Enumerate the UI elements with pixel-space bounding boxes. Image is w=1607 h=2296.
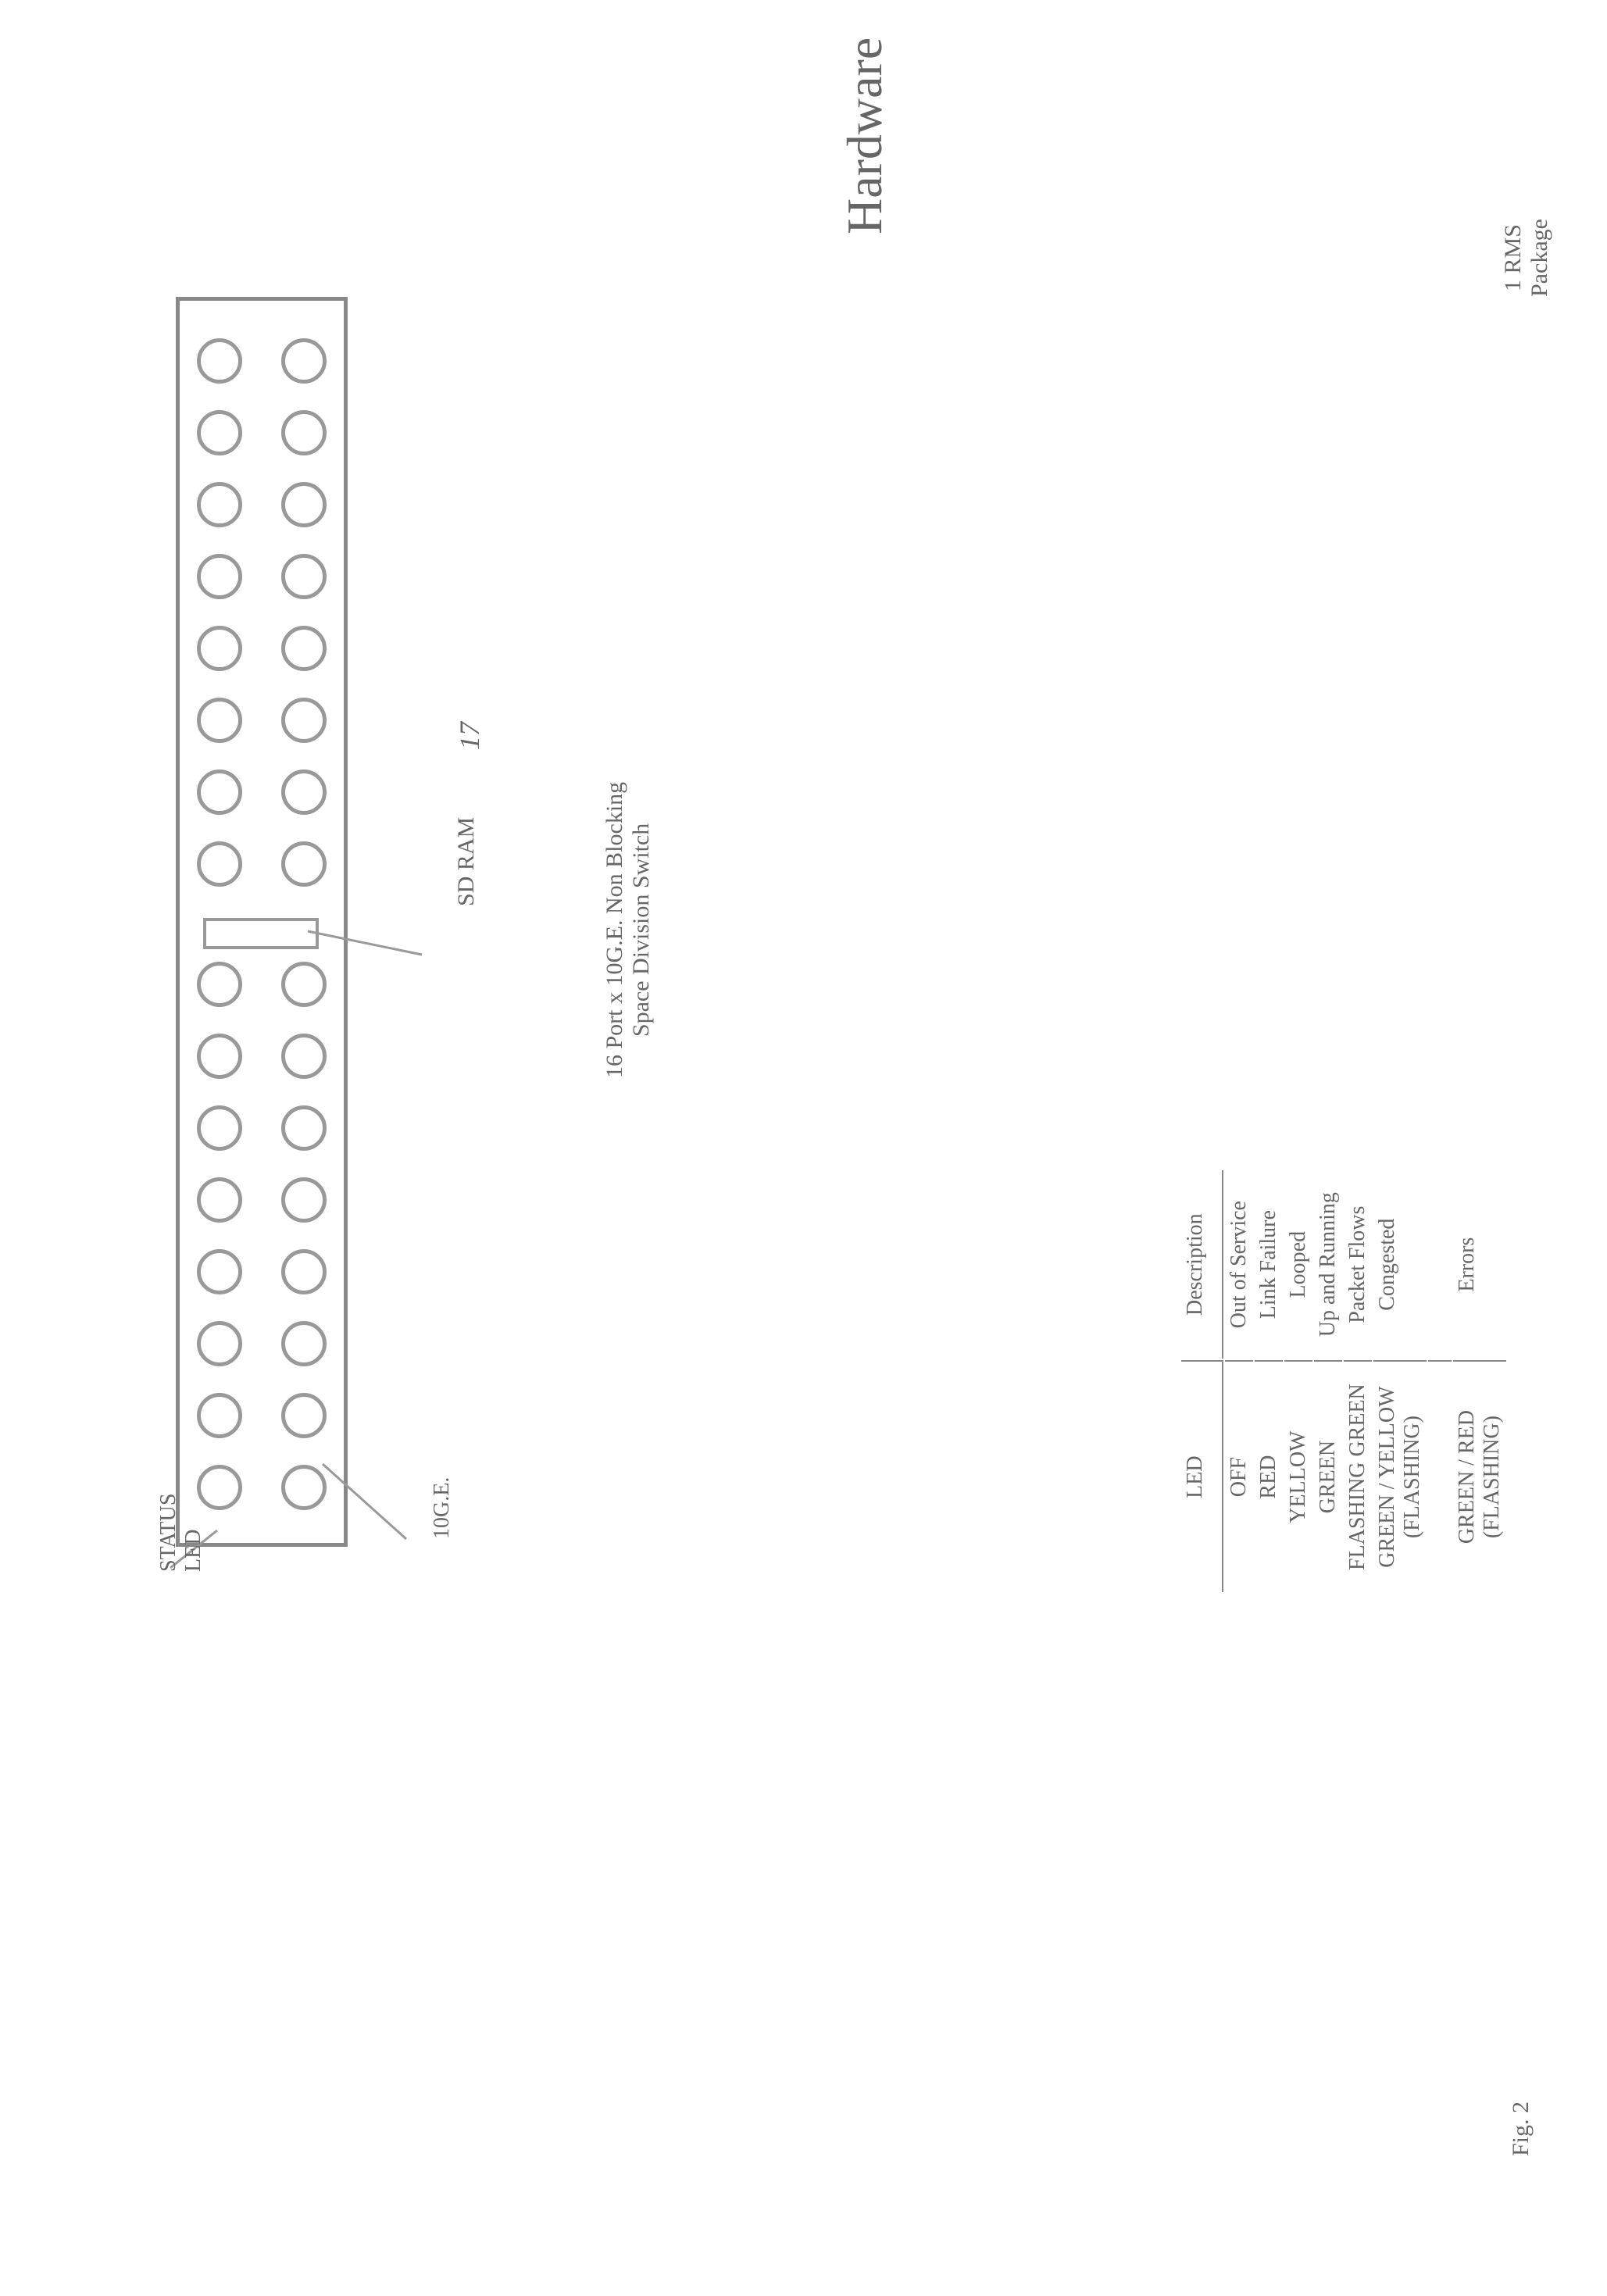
- sdram-label: SD RAM: [453, 817, 480, 906]
- lead-line-tenge: [320, 1461, 414, 1547]
- port: [281, 1105, 327, 1151]
- port: [281, 841, 327, 887]
- port: [281, 769, 327, 815]
- led-description: Errors: [1453, 1170, 1506, 1359]
- led-state: OFF: [1225, 1360, 1253, 1592]
- rms-line1: 1 RMS: [1500, 224, 1526, 291]
- port: [197, 338, 242, 384]
- port: [197, 962, 242, 1007]
- port: [281, 962, 327, 1007]
- port: [197, 1393, 242, 1438]
- led-description: Link Failure: [1255, 1170, 1283, 1359]
- status-led-label: STATUSLED: [156, 1494, 206, 1572]
- led-status-table: LED Description OFFOut of ServiceREDLink…: [1180, 1169, 1508, 1594]
- led-state: GREEN / YELLOW(FLASHING): [1373, 1360, 1427, 1592]
- port: [281, 1393, 327, 1438]
- port: [281, 482, 327, 527]
- tenge-label: 10G.E.: [430, 1477, 455, 1539]
- sdram-ref-number: 17: [453, 722, 486, 750]
- port: [197, 1105, 242, 1151]
- rms-line2: Package: [1527, 219, 1552, 297]
- port: [197, 1249, 242, 1294]
- caption-line1: 16 Port x 10G.E. Non Blocking: [602, 782, 627, 1078]
- port: [197, 482, 242, 527]
- table-row: REDLink Failure: [1255, 1170, 1283, 1592]
- port: [281, 1034, 327, 1079]
- led-description: Packet Flows: [1344, 1170, 1372, 1359]
- table-row: GREEN / RED(FLASHING)Errors: [1453, 1170, 1506, 1592]
- figure-label: Fig. 2: [1508, 2101, 1534, 2156]
- port: [281, 410, 327, 455]
- led-description: Looped: [1284, 1170, 1312, 1359]
- port: [281, 338, 327, 384]
- port: [197, 1034, 242, 1079]
- led-state: FLASHING GREEN: [1344, 1360, 1372, 1592]
- port: [197, 554, 242, 599]
- port-row-bottom: [281, 301, 327, 1510]
- port: [197, 626, 242, 671]
- table-header-led: LED: [1181, 1360, 1223, 1592]
- port: [197, 410, 242, 455]
- led-description: Up and Running: [1314, 1170, 1342, 1359]
- led-state: RED: [1255, 1360, 1283, 1592]
- led-state: GREEN / RED(FLASHING): [1453, 1360, 1506, 1592]
- lead-line-sdram: [305, 928, 430, 959]
- port: [197, 698, 242, 743]
- table-row: OFFOut of Service: [1225, 1170, 1253, 1592]
- table-row: YELLOWLooped: [1284, 1170, 1312, 1592]
- rms-label: 1 RMS Package: [1500, 219, 1553, 297]
- page-title: Hardware: [836, 37, 894, 234]
- port: [197, 769, 242, 815]
- table-header-desc: Description: [1181, 1170, 1223, 1359]
- port: [281, 1321, 327, 1366]
- port: [281, 1177, 327, 1223]
- port: [281, 554, 327, 599]
- caption: 16 Port x 10G.E. Non Blocking Space Divi…: [602, 782, 655, 1078]
- caption-line2: Space Division Switch: [628, 823, 654, 1037]
- port: [281, 698, 327, 743]
- port-row-top: [197, 301, 242, 1510]
- port: [197, 1321, 242, 1366]
- led-description: Congested: [1373, 1170, 1427, 1359]
- hardware-panel: [176, 297, 348, 1547]
- led-description: Out of Service: [1225, 1170, 1253, 1359]
- port: [197, 841, 242, 887]
- table-row: GREEN / YELLOW(FLASHING)Congested: [1373, 1170, 1427, 1592]
- port: [281, 1249, 327, 1294]
- port: [281, 626, 327, 671]
- table-row: GREENUp and Running: [1314, 1170, 1342, 1592]
- table-row: FLASHING GREENPacket Flows: [1344, 1170, 1372, 1592]
- led-state: YELLOW: [1284, 1360, 1312, 1592]
- port: [197, 1177, 242, 1223]
- led-state: GREEN: [1314, 1360, 1342, 1592]
